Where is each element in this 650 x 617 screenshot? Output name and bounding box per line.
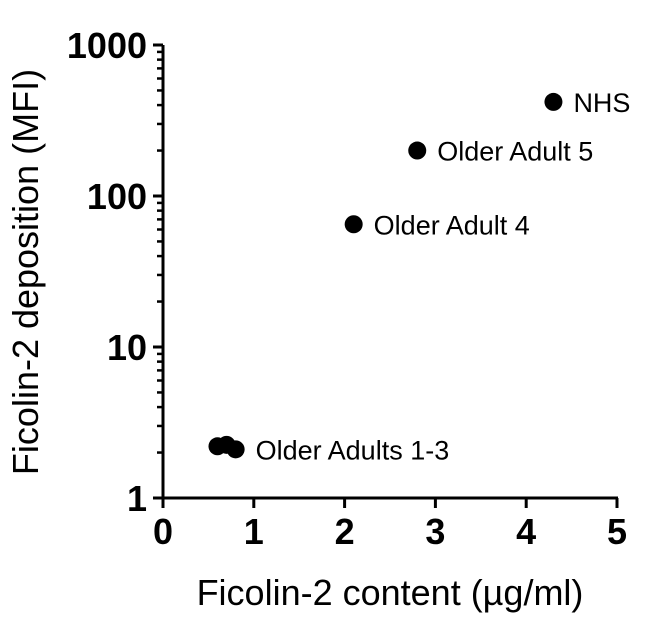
point-label: NHS bbox=[573, 88, 630, 118]
x-tick-label: 2 bbox=[335, 511, 355, 552]
x-tick-label: 3 bbox=[425, 511, 445, 552]
x-tick-label: 5 bbox=[607, 511, 627, 552]
y-tick-label: 1 bbox=[127, 478, 147, 519]
y-tick-label: 1000 bbox=[67, 25, 147, 66]
point-label: Older Adult 5 bbox=[437, 137, 593, 167]
data-point bbox=[344, 215, 363, 234]
x-tick-label: 4 bbox=[516, 511, 536, 552]
data-point bbox=[544, 92, 563, 111]
data-point bbox=[226, 440, 245, 459]
y-tick-label: 10 bbox=[107, 327, 147, 368]
data-point bbox=[408, 141, 427, 160]
data-points: Older Adults 1-3 Older Adult 4 Older Adult… bbox=[208, 88, 630, 465]
x-tick-label: 1 bbox=[244, 511, 264, 552]
y-tick-label: 100 bbox=[87, 176, 147, 217]
point-label: Older Adults 1-3 bbox=[256, 435, 450, 465]
point-label: Older Adult 4 bbox=[374, 210, 530, 240]
x-axis-title: Ficolin-2 content (µg/ml) bbox=[197, 572, 584, 613]
y-axis-title: Ficolin-2 deposition (MFI) bbox=[5, 69, 46, 475]
x-tick-label: 0 bbox=[153, 511, 173, 552]
